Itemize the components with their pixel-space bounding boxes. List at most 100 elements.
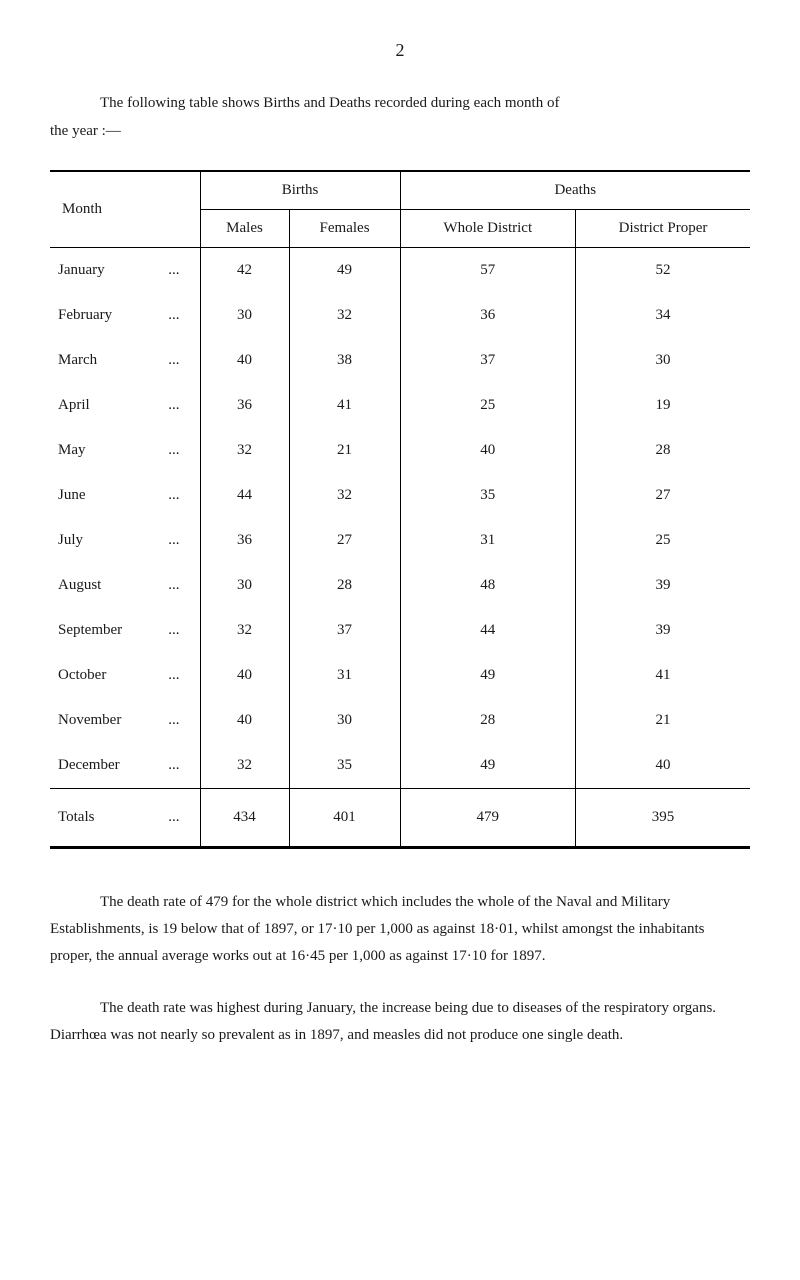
district-proper-cell: 30 xyxy=(575,338,750,383)
dots: ... xyxy=(168,712,179,729)
table-row: September...32374439 xyxy=(50,608,750,653)
whole-district-cell: 48 xyxy=(400,563,575,608)
table-row: February...30323634 xyxy=(50,293,750,338)
month-label: November xyxy=(58,712,121,728)
males-cell: 36 xyxy=(200,383,289,428)
males-cell: 40 xyxy=(200,653,289,698)
district-proper-cell: 41 xyxy=(575,653,750,698)
females-cell: 31 xyxy=(289,653,400,698)
whole-district-cell: 25 xyxy=(400,383,575,428)
totals-males: 434 xyxy=(200,789,289,848)
month-cell: October... xyxy=(50,653,200,698)
intro-text-span: The following table shows Births and Dea… xyxy=(100,95,559,111)
births-deaths-table: Month Births Deaths Males Females Whole … xyxy=(50,170,750,849)
totals-proper: 395 xyxy=(575,789,750,848)
dots: ... xyxy=(168,757,179,774)
males-cell: 32 xyxy=(200,608,289,653)
page-number: 2 xyxy=(50,40,750,61)
whole-district-cell: 31 xyxy=(400,518,575,563)
whole-district-cell: 49 xyxy=(400,653,575,698)
header-males: Males xyxy=(200,210,289,248)
district-proper-cell: 39 xyxy=(575,608,750,653)
month-label: March xyxy=(58,352,97,368)
females-cell: 21 xyxy=(289,428,400,473)
header-month: Month xyxy=(50,171,200,248)
dots: ... xyxy=(168,532,179,549)
females-cell: 49 xyxy=(289,248,400,294)
month-cell: April... xyxy=(50,383,200,428)
dots: ... xyxy=(168,667,179,684)
district-proper-cell: 39 xyxy=(575,563,750,608)
males-cell: 36 xyxy=(200,518,289,563)
month-cell: February... xyxy=(50,293,200,338)
header-district-proper: District Proper xyxy=(575,210,750,248)
table-row: May...32214028 xyxy=(50,428,750,473)
males-cell: 32 xyxy=(200,743,289,789)
month-cell: January... xyxy=(50,248,200,294)
header-deaths: Deaths xyxy=(400,171,750,210)
totals-whole: 479 xyxy=(400,789,575,848)
totals-label: Totals xyxy=(58,809,94,825)
intro-line-2: the year :— xyxy=(50,123,750,140)
totals-label-cell: Totals ... xyxy=(50,789,200,848)
month-label: January xyxy=(58,262,105,278)
males-cell: 40 xyxy=(200,338,289,383)
females-cell: 37 xyxy=(289,608,400,653)
month-cell: March... xyxy=(50,338,200,383)
table-row: April...36412519 xyxy=(50,383,750,428)
month-label: December xyxy=(58,757,120,773)
males-cell: 42 xyxy=(200,248,289,294)
month-label: September xyxy=(58,622,122,638)
paragraph-1: The death rate of 479 for the whole dist… xyxy=(50,889,750,970)
table-row: January...42495752 xyxy=(50,248,750,294)
dots: ... xyxy=(168,487,179,504)
whole-district-cell: 28 xyxy=(400,698,575,743)
females-cell: 32 xyxy=(289,293,400,338)
dots: ... xyxy=(168,397,179,414)
whole-district-cell: 36 xyxy=(400,293,575,338)
month-cell: November... xyxy=(50,698,200,743)
dots: ... xyxy=(168,307,179,324)
whole-district-cell: 40 xyxy=(400,428,575,473)
month-label: April xyxy=(58,397,90,413)
dots: ... xyxy=(168,577,179,594)
header-females: Females xyxy=(289,210,400,248)
totals-females: 401 xyxy=(289,789,400,848)
females-cell: 28 xyxy=(289,563,400,608)
district-proper-cell: 52 xyxy=(575,248,750,294)
table-header-row-1: Month Births Deaths xyxy=(50,171,750,210)
table-body: January...42495752February...30323634Mar… xyxy=(50,248,750,789)
whole-district-cell: 44 xyxy=(400,608,575,653)
males-cell: 44 xyxy=(200,473,289,518)
dots: ... xyxy=(168,442,179,459)
district-proper-cell: 40 xyxy=(575,743,750,789)
header-births: Births xyxy=(200,171,400,210)
district-proper-cell: 25 xyxy=(575,518,750,563)
month-cell: June... xyxy=(50,473,200,518)
table-row: October...40314941 xyxy=(50,653,750,698)
females-cell: 35 xyxy=(289,743,400,789)
whole-district-cell: 49 xyxy=(400,743,575,789)
district-proper-cell: 21 xyxy=(575,698,750,743)
month-label: February xyxy=(58,307,112,323)
table-row: June...44323527 xyxy=(50,473,750,518)
table-row: August...30284839 xyxy=(50,563,750,608)
females-cell: 41 xyxy=(289,383,400,428)
month-label: June xyxy=(58,487,86,503)
district-proper-cell: 28 xyxy=(575,428,750,473)
whole-district-cell: 35 xyxy=(400,473,575,518)
month-cell: September... xyxy=(50,608,200,653)
dots: ... xyxy=(168,352,179,369)
month-label: May xyxy=(58,442,86,458)
totals-row: Totals ... 434 401 479 395 xyxy=(50,789,750,848)
dots: ... xyxy=(168,262,179,279)
table-row: November...40302821 xyxy=(50,698,750,743)
district-proper-cell: 34 xyxy=(575,293,750,338)
district-proper-cell: 27 xyxy=(575,473,750,518)
month-cell: December... xyxy=(50,743,200,789)
females-cell: 30 xyxy=(289,698,400,743)
females-cell: 38 xyxy=(289,338,400,383)
district-proper-cell: 19 xyxy=(575,383,750,428)
males-cell: 30 xyxy=(200,563,289,608)
paragraph-2: The death rate was highest during Januar… xyxy=(50,995,750,1049)
